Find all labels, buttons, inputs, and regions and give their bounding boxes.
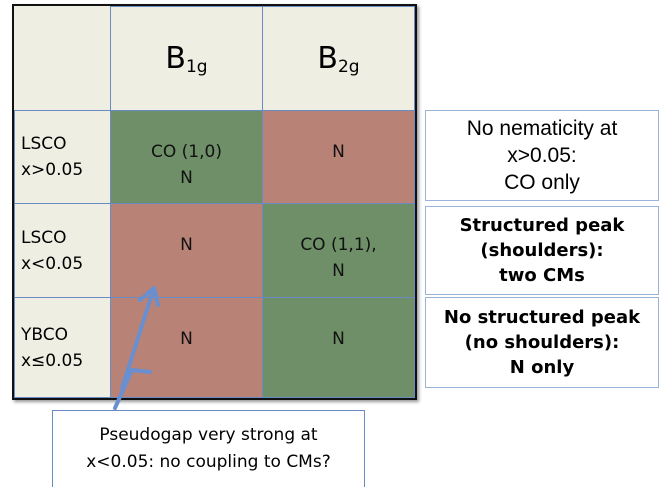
note-line: N only <box>509 357 575 378</box>
note-line: two CMs <box>499 265 585 286</box>
row-header: YBCO x≤0.05 <box>14 297 111 398</box>
cell-text: CO (1,1), <box>300 235 377 255</box>
cell: CO (1,1), N <box>262 203 415 298</box>
cell-text: CO (1,0) <box>151 142 222 162</box>
note-line: (shoulders): <box>480 240 604 261</box>
column-header: B2g <box>262 6 415 111</box>
cell-text: N <box>180 168 193 188</box>
cell: N <box>110 297 263 398</box>
column-sub: 2g <box>337 56 360 77</box>
column-base: B <box>317 40 338 76</box>
column-sub: 1g <box>185 56 208 77</box>
cell: N <box>262 297 415 398</box>
cell: N <box>262 110 415 204</box>
note-line: x>0.05: <box>507 144 577 167</box>
row-label: LSCO <box>21 134 67 154</box>
row-label: x>0.05 <box>21 160 84 180</box>
cell: CO (1,0) N <box>110 110 263 204</box>
note-line: No nematicity at <box>466 117 618 140</box>
row-header: LSCO x>0.05 <box>14 110 111 204</box>
cell: N <box>110 203 263 298</box>
column-base: B <box>165 40 186 76</box>
note-line: No structured peak <box>443 307 641 328</box>
note-line: Structured peak <box>459 215 625 236</box>
cell-text: N <box>180 235 193 255</box>
callout-line: Pseudogap very strong at <box>99 425 318 445</box>
row-header: LSCO x<0.05 <box>14 203 111 298</box>
note-line: (no shoulders): <box>464 332 620 353</box>
cell-text: N <box>332 142 345 162</box>
note-line: CO only <box>504 171 580 194</box>
table <box>12 4 417 400</box>
note: No structured peak (no shoulders): N only <box>425 297 659 388</box>
callout-line: x<0.05: no coupling to CMs? <box>86 452 331 472</box>
row-label: x≤0.05 <box>21 350 84 371</box>
cell-text: N <box>332 329 345 349</box>
row-label: YBCO <box>21 324 68 345</box>
cell-text: N <box>332 261 345 281</box>
row-label: LSCO <box>21 227 67 248</box>
note: Structured peak (shoulders): two CMs <box>425 206 659 295</box>
callout: Pseudogap very strong at x<0.05: no coupl… <box>52 410 365 487</box>
column-header: B1g <box>110 6 263 111</box>
note: No nematicity at x>0.05: CO only <box>425 110 659 201</box>
cell-text: N <box>180 329 193 349</box>
corner-cell <box>14 6 111 111</box>
row-label: x<0.05 <box>21 253 84 274</box>
